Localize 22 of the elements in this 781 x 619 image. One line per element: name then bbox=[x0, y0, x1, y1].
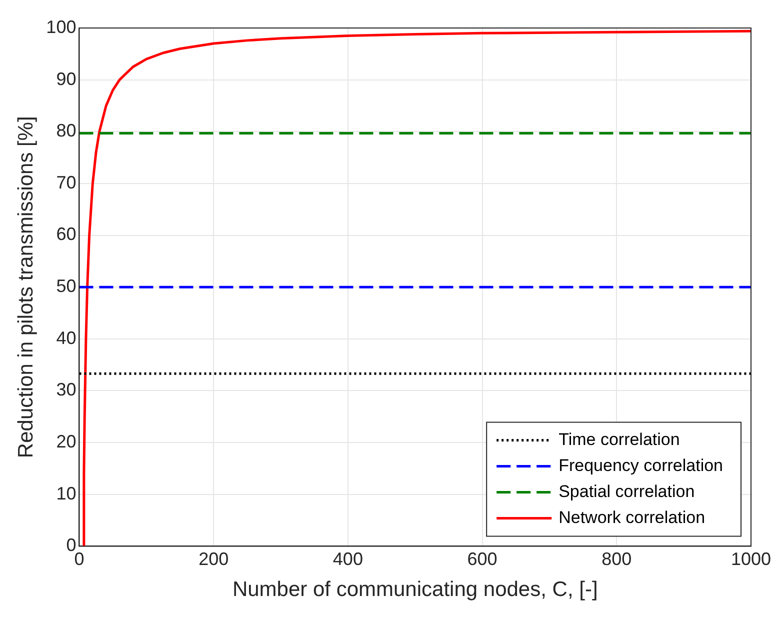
legend-label: Frequency correlation bbox=[558, 456, 724, 475]
y-tick-label: 100 bbox=[46, 16, 76, 37]
y-tick-label: 0 bbox=[66, 535, 76, 556]
x-axis-title: Number of communicating nodes, C, [-] bbox=[232, 578, 598, 602]
y-tick-label: 70 bbox=[56, 172, 76, 192]
x-tick-label: 600 bbox=[467, 548, 498, 569]
x-tick-label: 200 bbox=[198, 548, 229, 569]
y-tick-label: 30 bbox=[56, 380, 76, 400]
legend-label: Time correlation bbox=[558, 430, 680, 449]
legend-label: Network correlation bbox=[558, 508, 706, 527]
y-tick-label: 20 bbox=[56, 432, 76, 452]
x-tick-label: 800 bbox=[602, 548, 632, 569]
y-tick-label: 40 bbox=[56, 328, 76, 348]
y-tick-label: 50 bbox=[56, 276, 76, 296]
y-tick-label: 90 bbox=[56, 68, 76, 89]
y-tick-label: 80 bbox=[56, 120, 76, 141]
legend-label: Spatial correlation bbox=[558, 482, 695, 501]
y-tick-label: 60 bbox=[56, 224, 76, 244]
x-tick-label: 400 bbox=[332, 548, 363, 569]
y-tick-label: 10 bbox=[56, 483, 76, 504]
y-axis-title: Reduction in pilots transmissions [%] bbox=[14, 116, 38, 458]
x-tick-label: 1000 bbox=[730, 548, 772, 569]
